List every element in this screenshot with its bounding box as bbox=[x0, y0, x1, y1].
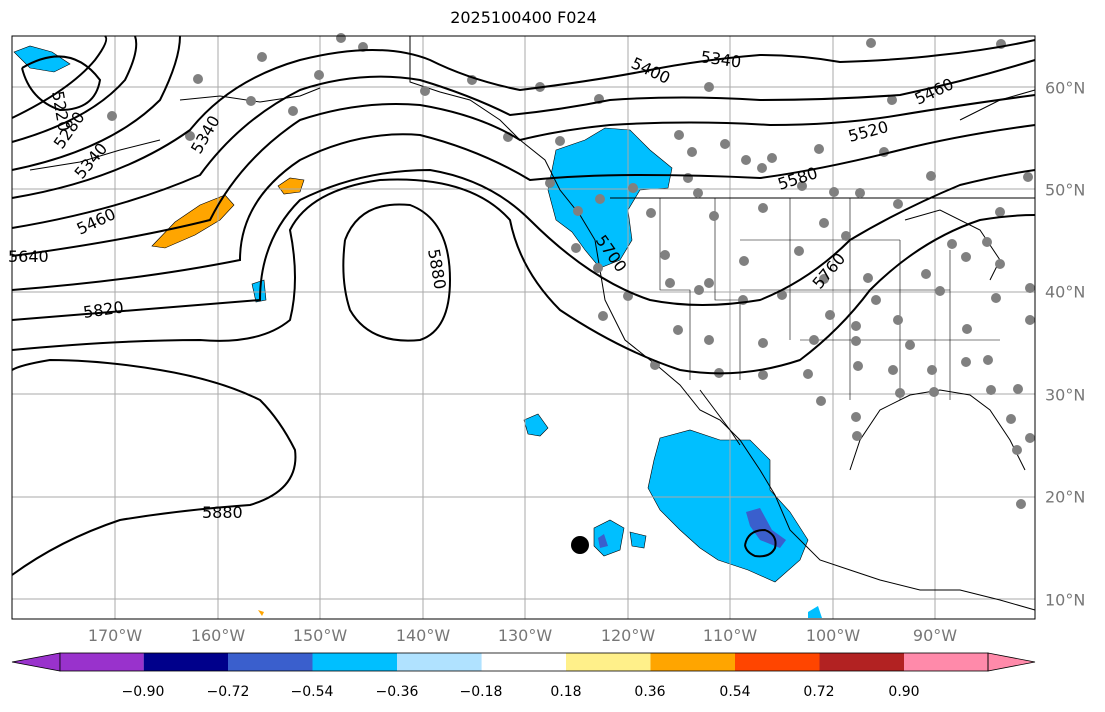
tropical-low-marker bbox=[571, 536, 589, 554]
colorbar-tick-label: −0.54 bbox=[290, 684, 334, 700]
lon-label: 150°W bbox=[292, 626, 348, 645]
colorbar-tick-label: 0.18 bbox=[550, 684, 582, 700]
negative-anomaly-mexico bbox=[647, 429, 809, 583]
colorbar-tick-label: 0.36 bbox=[634, 684, 666, 700]
lon-label: 110°W bbox=[702, 626, 758, 645]
colorbar-tick-label: 0.54 bbox=[719, 684, 751, 700]
colorbar-tick-label: −0.36 bbox=[375, 684, 419, 700]
colorbar bbox=[11, 652, 1036, 672]
colorbar-tick-label: −0.18 bbox=[459, 684, 503, 700]
negative-anomaly-small-2 bbox=[523, 413, 549, 437]
lat-label: 30°N bbox=[1045, 385, 1086, 405]
map-panel: 5220 5280 5340 5340 5460 5640 5400 5340 … bbox=[8, 33, 1036, 620]
lon-label: 170°W bbox=[87, 626, 143, 645]
positive-anomaly-tiny bbox=[258, 610, 264, 616]
station-markers bbox=[107, 33, 1035, 509]
anomaly-fill bbox=[13, 45, 822, 618]
lat-label: 60°N bbox=[1045, 78, 1086, 98]
positive-anomaly-pacific bbox=[151, 194, 235, 249]
lon-label: 120°W bbox=[600, 626, 656, 645]
lon-label: 130°W bbox=[497, 626, 553, 645]
lon-label: 90°W bbox=[912, 626, 958, 645]
lat-lon-grid bbox=[12, 36, 1035, 619]
negative-anomaly-small-4 bbox=[629, 531, 647, 549]
negative-anomaly-tiny bbox=[808, 606, 822, 618]
negative-anomaly-deep bbox=[746, 508, 786, 548]
lon-label: 140°W bbox=[395, 626, 451, 645]
negative-anomaly-small-3 bbox=[251, 279, 267, 303]
colorbar-tick-label: 0.90 bbox=[888, 684, 920, 700]
colorbar-tick-label: −0.90 bbox=[121, 684, 165, 700]
lat-label: 20°N bbox=[1045, 487, 1086, 507]
contour-label: 5640 bbox=[8, 247, 49, 266]
contour-label: 5880 bbox=[202, 503, 243, 522]
negative-anomaly-deep-2 bbox=[598, 534, 608, 548]
colorbar-low-extend bbox=[11, 652, 61, 672]
map-title: 2025100400 F024 bbox=[450, 8, 597, 27]
lat-label: 40°N bbox=[1045, 282, 1086, 302]
lon-label: 160°W bbox=[190, 626, 246, 645]
colorbar-tick-label: −0.72 bbox=[206, 684, 250, 700]
height-contours bbox=[11, 35, 1036, 576]
colorbar-high-extend bbox=[987, 652, 1036, 672]
lat-label: 50°N bbox=[1045, 180, 1086, 200]
colorbar-tick-label: 0.72 bbox=[803, 684, 835, 700]
lon-label: 100°W bbox=[805, 626, 861, 645]
lat-label: 10°N bbox=[1045, 590, 1086, 610]
positive-anomaly-small bbox=[277, 177, 305, 195]
